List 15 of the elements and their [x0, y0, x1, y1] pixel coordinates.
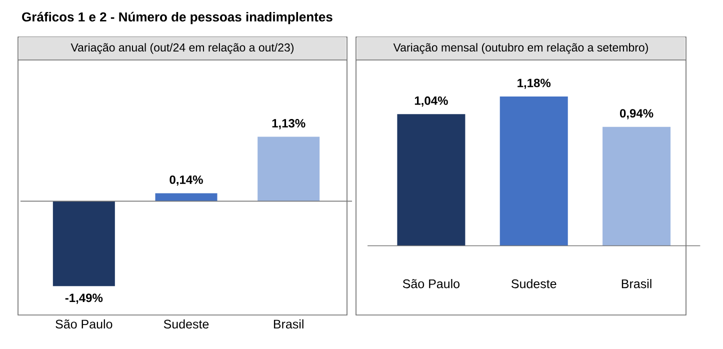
x-tick-label: Brasil: [274, 319, 304, 329]
data-label: -1,49%: [65, 294, 103, 304]
data-label: 1,04%: [414, 96, 448, 107]
x-tick-label: Sudeste: [511, 279, 556, 288]
data-label: 1,13%: [272, 119, 306, 130]
x-tick-label: Brasil: [622, 279, 652, 288]
chart-title: Gráficos 1 e 2 - Número de pessoas inadimplentes: [22, 12, 332, 24]
x-tick-label: Sudeste: [164, 319, 209, 329]
data-label: 1,18%: [518, 78, 551, 89]
data-label: 0,14%: [170, 175, 203, 186]
chart-subtitle: Variação anual (out/24 em relação a out/23): [70, 43, 294, 54]
chart-subtitle: Variação mensal (outubro em relação a setembro): [393, 43, 648, 54]
x-tick-label: São Paulo: [56, 319, 112, 329]
x-tick-label: São Paulo: [402, 279, 460, 288]
data-label: 0,94%: [620, 109, 654, 120]
